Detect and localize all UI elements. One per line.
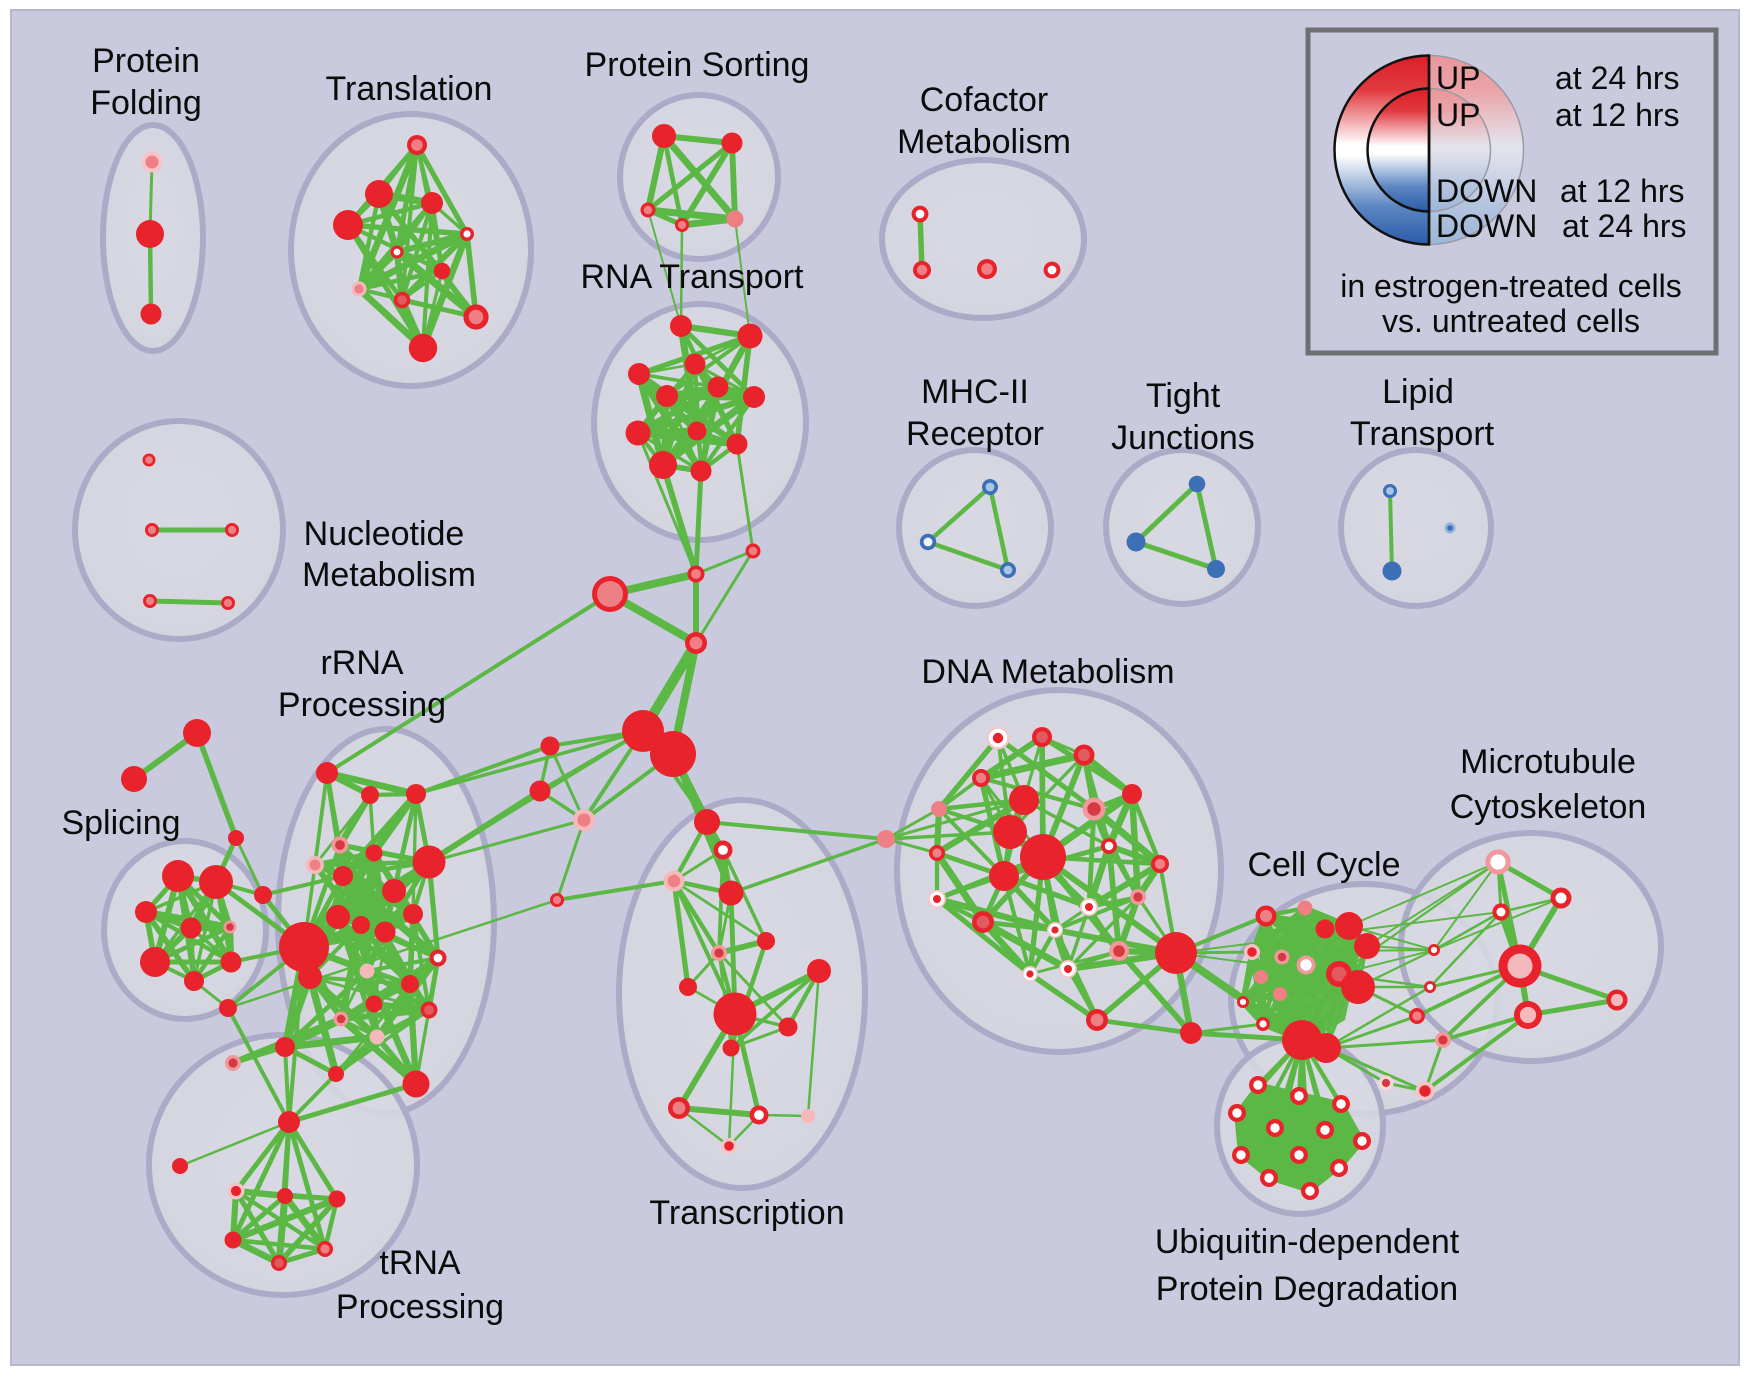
svg-text:Protein Sorting: Protein Sorting — [585, 46, 810, 84]
svg-text:at 24 hrs: at 24 hrs — [1562, 208, 1687, 244]
svg-text:Receptor: Receptor — [906, 415, 1044, 453]
svg-text:Metabolism: Metabolism — [302, 556, 476, 594]
svg-text:MHC-II: MHC-II — [921, 373, 1029, 411]
svg-text:DOWN: DOWN — [1436, 208, 1537, 244]
svg-text:at 24 hrs: at 24 hrs — [1555, 60, 1680, 96]
svg-text:in estrogen-treated cells: in estrogen-treated cells — [1340, 268, 1682, 304]
svg-text:Lipid: Lipid — [1382, 373, 1454, 411]
svg-text:Protein Degradation: Protein Degradation — [1156, 1270, 1458, 1308]
svg-text:Nucleotide: Nucleotide — [304, 515, 465, 553]
svg-text:DNA Metabolism: DNA Metabolism — [921, 653, 1174, 691]
svg-text:rRNA: rRNA — [320, 644, 403, 682]
svg-text:Splicing: Splicing — [61, 804, 180, 842]
svg-text:Transport: Transport — [1350, 415, 1495, 453]
svg-text:Processing: Processing — [278, 686, 446, 724]
svg-text:Microtubule: Microtubule — [1460, 743, 1636, 781]
svg-text:UP: UP — [1436, 97, 1480, 133]
svg-text:Tight: Tight — [1146, 377, 1221, 415]
svg-text:Cofactor: Cofactor — [920, 81, 1049, 119]
svg-text:Cell Cycle: Cell Cycle — [1247, 846, 1400, 884]
svg-text:RNA Transport: RNA Transport — [581, 258, 805, 296]
svg-text:Ubiquitin-dependent: Ubiquitin-dependent — [1155, 1223, 1460, 1261]
svg-text:Translation: Translation — [326, 70, 493, 108]
svg-text:vs. untreated cells: vs. untreated cells — [1382, 303, 1640, 339]
svg-text:Protein: Protein — [92, 42, 200, 80]
svg-text:Folding: Folding — [90, 84, 202, 122]
svg-text:Processing: Processing — [336, 1288, 504, 1326]
svg-text:Junctions: Junctions — [1111, 419, 1255, 457]
svg-text:at 12 hrs: at 12 hrs — [1560, 173, 1685, 209]
svg-text:Metabolism: Metabolism — [897, 123, 1071, 161]
svg-text:Cytoskeleton: Cytoskeleton — [1450, 788, 1647, 826]
svg-text:Transcription: Transcription — [649, 1194, 844, 1232]
svg-text:at 12 hrs: at 12 hrs — [1555, 97, 1680, 133]
svg-text:UP: UP — [1436, 60, 1480, 96]
svg-text:DOWN: DOWN — [1436, 173, 1537, 209]
svg-text:tRNA: tRNA — [379, 1244, 461, 1282]
